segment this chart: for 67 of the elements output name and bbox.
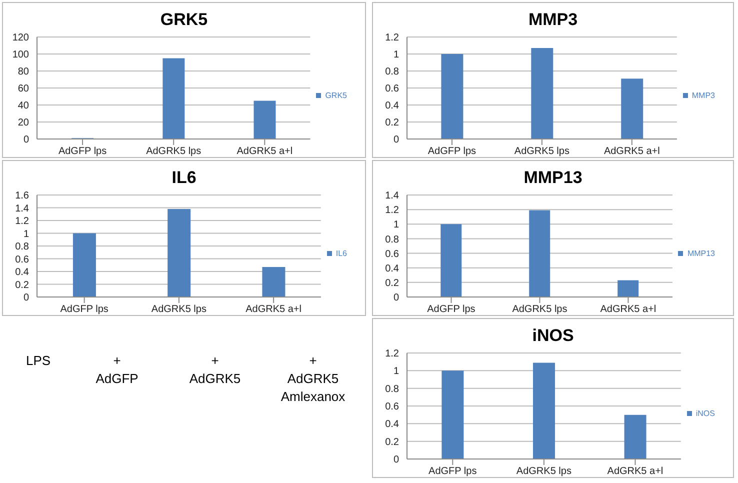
text: LPS (26, 352, 52, 370)
y-tick-label: 0.8 (15, 242, 30, 253)
x-tick-label: AdGRK5 lps (516, 466, 572, 478)
y-tick-label: 0.2 (385, 118, 400, 129)
legend-label: IL6 (336, 248, 347, 258)
y-tick-label: 1 (393, 366, 400, 378)
y-tick-label: 120 (12, 32, 30, 44)
y-tick-label: 1.6 (15, 190, 30, 202)
x-tick-label: AdGRK5 a+l (236, 146, 293, 158)
legend-label: iNOS (696, 408, 715, 418)
x-tick-label: AdGRK5 lps (146, 146, 202, 158)
y-tick-label: 1.4 (15, 203, 30, 214)
y-tick-label: 0.6 (385, 84, 400, 95)
y-tick-label: 1 (23, 228, 30, 240)
x-tick-label: AdGFP lps (428, 466, 477, 478)
y-tick-label: 0.4 (385, 419, 400, 430)
x-tick-label: AdGFP lps (60, 304, 108, 316)
y-tick-label: 0.4 (385, 263, 400, 274)
chart-title: IL6 (170, 167, 198, 189)
x-tick-label: AdGRK5 a+l (607, 466, 664, 478)
y-tick-label: 0 (393, 134, 400, 146)
y-tick-label: 0.6 (385, 248, 400, 260)
x-tick-label: AdGFP lps (58, 146, 107, 158)
y-tick-label: 1.4 (385, 190, 400, 202)
y-tick-label: 20 (18, 118, 30, 129)
y-tick-label: 0.6 (15, 254, 30, 266)
x-tick-label: AdGFP lps (427, 304, 476, 316)
y-tick-label: 0.8 (385, 384, 400, 395)
y-tick-label: 0.2 (385, 278, 400, 289)
y-tick-label: 100 (12, 50, 30, 61)
y-tick-label: 1.2 (15, 216, 30, 228)
legend-label: MMP3 (692, 90, 715, 100)
chart-title: MMP3 (527, 9, 579, 31)
x-tick-label: AdGRK5 lps (151, 304, 206, 316)
text: + AdGRK5 Amlexanox (280, 352, 346, 406)
x-tick-label: AdGRK5 lps (514, 146, 570, 158)
text: + AdGRK5 (188, 352, 242, 388)
x-tick-label: AdGRK5 a+l (604, 146, 660, 158)
x-tick-label: AdGRK5 a+l (246, 304, 302, 316)
y-tick-label: 0.8 (385, 234, 400, 246)
x-tick-label: AdGRK5 lps (512, 304, 568, 316)
y-tick-label: 0.2 (385, 436, 400, 448)
y-tick-label: 0 (23, 134, 30, 146)
y-tick-label: 0.4 (385, 100, 400, 112)
y-tick-label: 0 (393, 454, 400, 466)
y-tick-label: 1 (393, 50, 400, 61)
chart-title: iNOS (531, 325, 575, 347)
y-tick-label: 60 (18, 84, 30, 95)
y-tick-label: 0 (393, 292, 400, 304)
y-tick-label: 0.4 (15, 267, 30, 278)
y-tick-label: 1 (393, 220, 400, 231)
y-tick-label: 0 (23, 292, 30, 304)
y-tick-label: 1.2 (385, 205, 400, 216)
legend-label: GRK5 (325, 90, 347, 100)
x-tick-label: AdGFP lps (428, 146, 476, 158)
y-tick-label: 1.2 (385, 32, 400, 44)
y-tick-label: 40 (18, 100, 30, 112)
y-tick-label: 1.2 (385, 348, 400, 360)
chart-title: MMP13 (522, 167, 584, 189)
text: + AdGFP (94, 352, 140, 388)
y-tick-label: 80 (18, 66, 30, 78)
y-tick-label: 0.6 (385, 402, 400, 413)
legend-label: MMP13 (687, 248, 715, 258)
y-tick-label: 0.8 (385, 66, 400, 78)
x-tick-label: AdGRK5 a+l (600, 304, 656, 316)
chart-title: GRK5 (159, 9, 209, 31)
y-tick-label: 0.2 (15, 280, 30, 291)
